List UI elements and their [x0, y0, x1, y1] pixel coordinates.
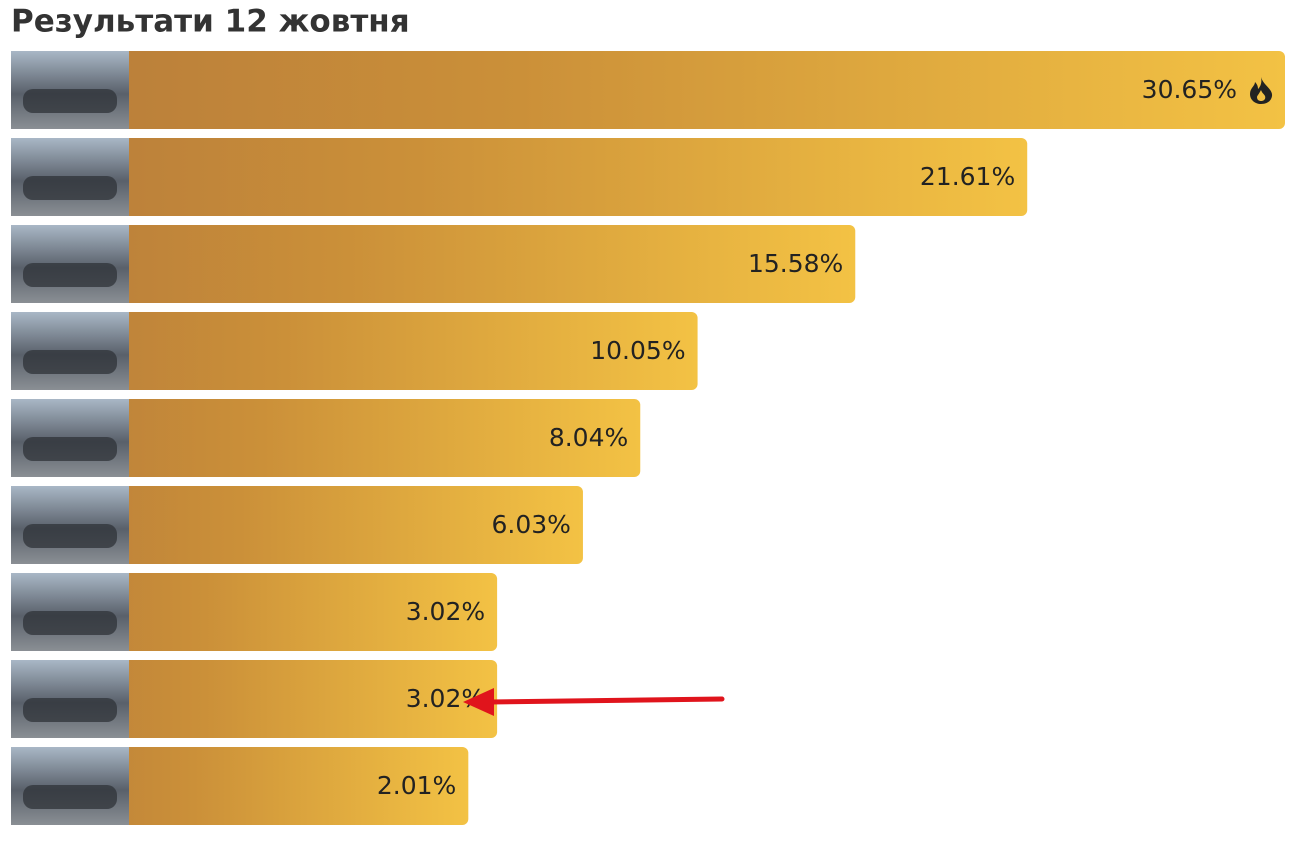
car-photo-shade [23, 785, 117, 809]
value-label: 2.01% [377, 771, 456, 800]
car-photo-shade [23, 89, 117, 113]
value-label: 3.02% [406, 597, 485, 626]
bar [11, 312, 698, 390]
value-label: 30.65% [1142, 75, 1237, 104]
bar [11, 138, 1028, 216]
value-label: 6.03% [492, 510, 571, 539]
bar [11, 225, 856, 303]
value-label: 21.61% [920, 162, 1015, 191]
value-label: 10.05% [590, 336, 685, 365]
fire-icon [1250, 77, 1273, 104]
red-arrow [463, 688, 725, 716]
car-photo-shade [23, 524, 117, 548]
bar [11, 486, 583, 564]
bars: 30.65%21.61%15.58%10.05%8.04%6.03%3.02%3… [11, 51, 1285, 825]
bar [11, 399, 641, 477]
car-photo-shade [23, 176, 117, 200]
bar [11, 573, 498, 651]
car-photo-shade [23, 611, 117, 635]
car-photo-shade [23, 263, 117, 287]
bar [11, 660, 498, 738]
car-photo-shade [23, 437, 117, 461]
car-photo-shade [23, 350, 117, 374]
value-label: 8.04% [549, 423, 628, 452]
value-label: 15.58% [748, 249, 843, 278]
chart-title: Результати 12 жовтня [11, 4, 410, 40]
car-photo-shade [23, 698, 117, 722]
bar [11, 51, 1285, 129]
